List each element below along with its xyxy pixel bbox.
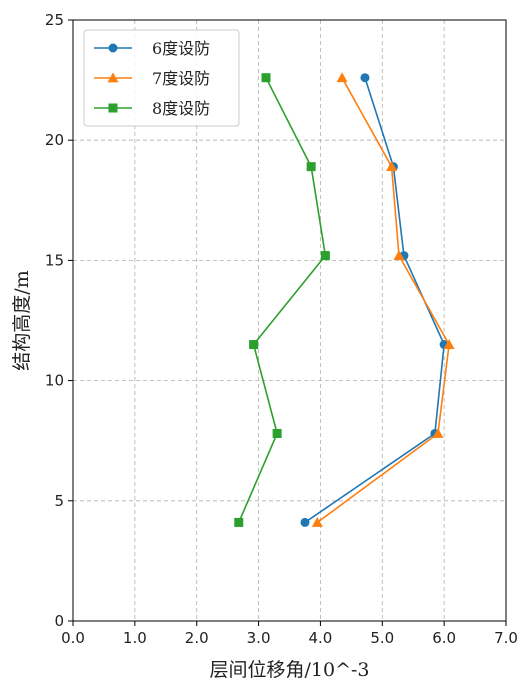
x-tick-label: 0.0 xyxy=(61,629,85,647)
plot-frame xyxy=(72,19,507,622)
legend-marker xyxy=(108,43,118,53)
x-tick-label: 2.0 xyxy=(185,629,209,647)
series-line xyxy=(316,77,450,524)
data-point xyxy=(234,517,244,527)
data-point xyxy=(443,339,455,349)
x-tick-label: 1.0 xyxy=(123,629,147,647)
data-point xyxy=(249,340,259,350)
y-tick-label: 5 xyxy=(54,492,64,510)
y-tick-label: 20 xyxy=(45,131,64,149)
data-point xyxy=(306,162,316,172)
ticks: 0.0 1.0 2.0 3.0 4.0 5.0 6.0 7.0 0 5 10 15 20 25 xyxy=(45,11,518,647)
legend-item: 6度设防 xyxy=(94,39,210,58)
series-2 xyxy=(311,72,455,527)
y-tick-label: 0 xyxy=(54,612,64,630)
series-3 xyxy=(234,73,330,527)
x-tick-label: 3.0 xyxy=(247,629,271,647)
legend-box xyxy=(83,29,240,127)
x-tick-label: 6.0 xyxy=(432,629,456,647)
series-line xyxy=(238,77,327,523)
data-point xyxy=(393,250,405,260)
data-point xyxy=(386,161,398,172)
legend-item: 7度设防 xyxy=(94,69,210,88)
x-axis-title: 层间位移角/10^-3 xyxy=(209,659,369,681)
data-point xyxy=(336,72,348,83)
x-tick-label: 7.0 xyxy=(494,629,518,647)
x-tick-label: 5.0 xyxy=(370,629,394,647)
y-tick-label: 10 xyxy=(45,372,64,390)
legend-label: 8度设防 xyxy=(152,99,210,118)
legend: 6度设防 7度设防 8度设防 xyxy=(83,29,240,127)
data-point xyxy=(300,517,310,527)
y-tick-label: 15 xyxy=(45,251,64,269)
legend-marker xyxy=(107,72,119,83)
y-tick-label: 25 xyxy=(45,11,64,29)
series-1 xyxy=(300,73,449,527)
legend-label: 6度设防 xyxy=(152,39,210,58)
data-point xyxy=(261,73,271,83)
series-layer xyxy=(234,72,455,527)
data-point xyxy=(432,427,444,438)
data-point xyxy=(311,516,323,527)
legend-label: 7度设防 xyxy=(152,69,210,88)
legend-marker xyxy=(108,103,118,113)
x-tick-label: 4.0 xyxy=(308,629,332,647)
data-point xyxy=(272,428,282,438)
data-point xyxy=(320,251,330,261)
legend-item: 8度设防 xyxy=(94,99,210,118)
data-point xyxy=(360,73,370,83)
y-axis-title: 结构高度/m xyxy=(11,270,33,370)
